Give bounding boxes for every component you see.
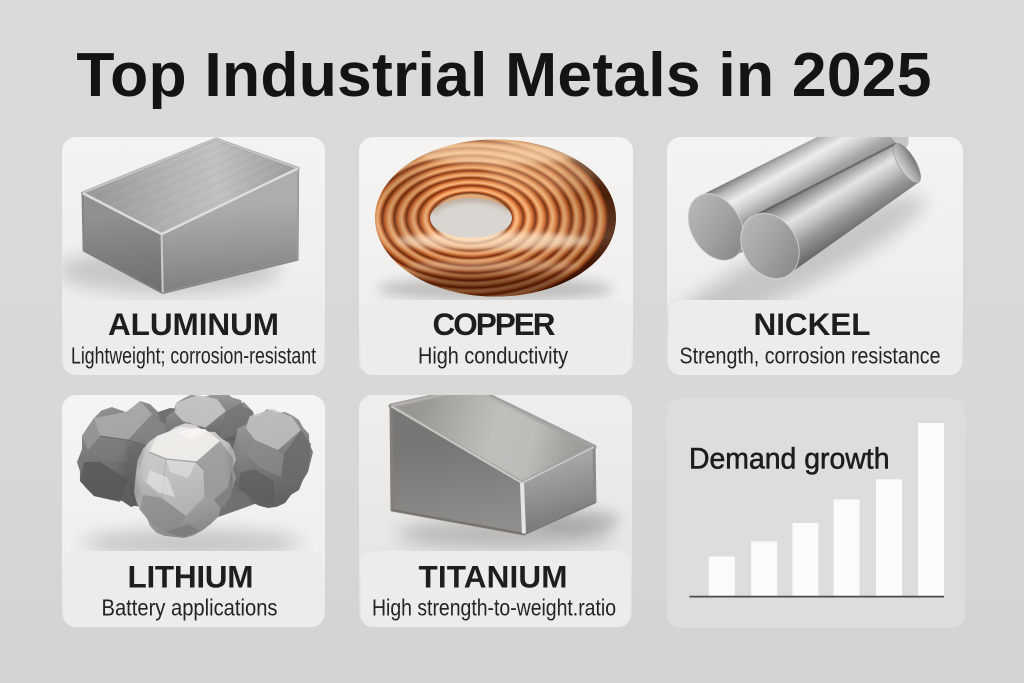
svg-text:TITANIUM: TITANIUM xyxy=(419,558,568,594)
svg-text:Top Industrial Metals in 2025: Top Industrial Metals in 2025 xyxy=(76,41,931,110)
svg-text:LITHIUM: LITHIUM xyxy=(128,558,254,594)
svg-text:Demand growth: Demand growth xyxy=(689,442,890,475)
svg-text:Lightweight; corrosion-resista: Lightweight; corrosion-resistant xyxy=(71,343,316,369)
svg-text:COPPER: COPPER xyxy=(433,306,556,342)
svg-text:ALUMINUM: ALUMINUM xyxy=(108,306,279,342)
svg-text:High conductivity: High conductivity xyxy=(418,343,568,369)
svg-text:Battery applications: Battery applications xyxy=(102,595,278,621)
svg-text:NICKEL: NICKEL xyxy=(754,306,871,342)
svg-text:Strength, corrosion resistance: Strength, corrosion resistance xyxy=(680,343,941,369)
svg-text:High strength-to-weight.ratio: High strength-to-weight.ratio xyxy=(372,595,616,621)
